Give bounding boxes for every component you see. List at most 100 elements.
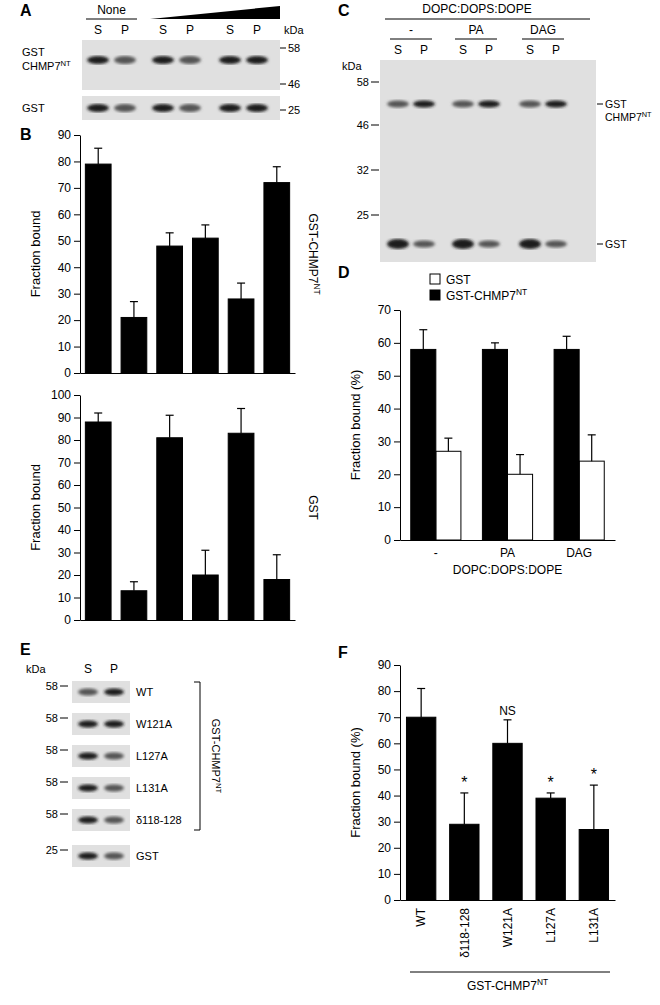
y-axis-title: Fraction bound (%) bbox=[348, 727, 363, 838]
x-axis bbox=[81, 373, 296, 375]
y-tick-mark bbox=[74, 620, 80, 621]
y-tick: 30 bbox=[58, 287, 80, 301]
error-bar bbox=[464, 793, 465, 824]
group-rule bbox=[522, 39, 564, 40]
x-tick-label: W121A bbox=[501, 908, 515, 947]
lane-label: P bbox=[420, 43, 428, 57]
y-tick-mark bbox=[394, 540, 400, 541]
y-tick-label: 50 bbox=[58, 234, 72, 248]
blot-film bbox=[72, 777, 130, 799]
y-axis-line bbox=[400, 311, 401, 541]
blot-band bbox=[478, 241, 500, 248]
blot-header: None bbox=[97, 3, 126, 17]
blot-band bbox=[219, 56, 241, 64]
y-tick-mark bbox=[74, 214, 80, 215]
row-label: L131A bbox=[136, 782, 168, 794]
marker-tick bbox=[371, 215, 379, 216]
y-tick-label: 30 bbox=[58, 287, 72, 301]
lane-label: S bbox=[84, 662, 92, 676]
y-tick-label: 50 bbox=[58, 501, 72, 515]
blot-film bbox=[72, 713, 130, 735]
band-label: GST bbox=[605, 98, 627, 110]
blot-band bbox=[452, 101, 474, 108]
blot-band bbox=[545, 241, 567, 248]
bar bbox=[450, 824, 479, 900]
y-tick-label: 90 bbox=[58, 128, 72, 142]
y-tick-mark bbox=[74, 294, 80, 295]
bar-chart: 0102030405060708090100Fraction boundGST bbox=[28, 388, 320, 627]
error-cap bbox=[417, 688, 425, 689]
bar bbox=[193, 238, 219, 373]
panel-letter: A bbox=[20, 2, 32, 19]
blot-band bbox=[246, 56, 268, 64]
y-tick-mark bbox=[74, 418, 80, 419]
error-cap bbox=[491, 342, 499, 343]
x-tick: W121A bbox=[501, 900, 515, 947]
y-tick-mark bbox=[74, 188, 80, 189]
blot-film bbox=[82, 96, 280, 120]
y-tick-label: 90 bbox=[378, 658, 392, 672]
x-tick: - bbox=[434, 540, 438, 560]
error-bar bbox=[566, 336, 567, 349]
bar bbox=[157, 246, 183, 373]
bracket bbox=[194, 682, 200, 830]
group-label: - bbox=[409, 23, 413, 37]
y-tick-mark bbox=[74, 575, 80, 576]
y-tick: 10 bbox=[378, 867, 400, 881]
y-tick: 50 bbox=[58, 501, 80, 515]
blot-band bbox=[179, 104, 201, 112]
y-tick-label: 60 bbox=[378, 737, 392, 751]
x-tick-label: WT bbox=[414, 907, 428, 926]
annotation: * bbox=[461, 774, 467, 791]
y-tick: 40 bbox=[58, 523, 80, 537]
error-bar bbox=[240, 409, 241, 434]
y-tick-label: 60 bbox=[58, 208, 72, 222]
label-part: GST-CHMP7 bbox=[306, 213, 320, 283]
y-axis: 0102030405060708090 bbox=[58, 128, 81, 380]
x-tick: L131A bbox=[587, 900, 601, 943]
chart-title: GST bbox=[306, 495, 320, 520]
bar-chart: 0102030405060708090Fraction boundGST-CHM… bbox=[20, 126, 322, 380]
blot-panel: EkDaSP58WT58W121A58L127A58L131A58δ118-12… bbox=[20, 641, 224, 867]
lane-label: P bbox=[121, 23, 129, 37]
y-tick: 80 bbox=[58, 433, 80, 447]
marker-label: 58 bbox=[46, 744, 58, 756]
y-tick-label: 80 bbox=[58, 155, 72, 169]
y-tick: 30 bbox=[378, 815, 400, 829]
kda-label: kDa bbox=[26, 663, 46, 675]
x-tick: DAG bbox=[566, 540, 592, 560]
plot-marks bbox=[85, 409, 289, 621]
x-tick-label: DAG bbox=[566, 546, 592, 560]
blot-film bbox=[72, 745, 130, 767]
lane-label: S bbox=[394, 43, 402, 57]
error-bar bbox=[240, 283, 241, 299]
blot-band bbox=[152, 56, 174, 64]
y-tick: 0 bbox=[64, 366, 80, 380]
x-axis-line bbox=[81, 373, 296, 374]
error-bar bbox=[423, 330, 424, 350]
x-tick-label: PA bbox=[500, 546, 515, 560]
error-bar bbox=[169, 415, 170, 438]
x-tick-label: L131A bbox=[587, 908, 601, 943]
row-label: GST bbox=[22, 102, 45, 114]
blot-band bbox=[519, 239, 541, 249]
marker-label: 58 bbox=[46, 808, 58, 820]
y-axis-line bbox=[80, 396, 81, 621]
y-tick-label: 40 bbox=[378, 402, 392, 416]
blot-band bbox=[104, 689, 124, 696]
error-bar bbox=[276, 167, 277, 183]
marker-tick bbox=[60, 782, 68, 783]
blot-band bbox=[219, 104, 241, 112]
error-cap bbox=[130, 581, 138, 582]
kda-label: kDa bbox=[284, 24, 304, 36]
header-rule bbox=[86, 19, 137, 20]
error-cap bbox=[237, 282, 245, 283]
error-cap bbox=[419, 329, 427, 330]
error-cap bbox=[94, 412, 102, 413]
marker-tick bbox=[60, 718, 68, 719]
x-tick-label: δ118-128 bbox=[458, 908, 472, 958]
blot-band bbox=[87, 104, 109, 112]
y-tick: 60 bbox=[58, 208, 80, 222]
blot-band bbox=[104, 721, 124, 728]
y-tick-label: 100 bbox=[51, 388, 71, 402]
